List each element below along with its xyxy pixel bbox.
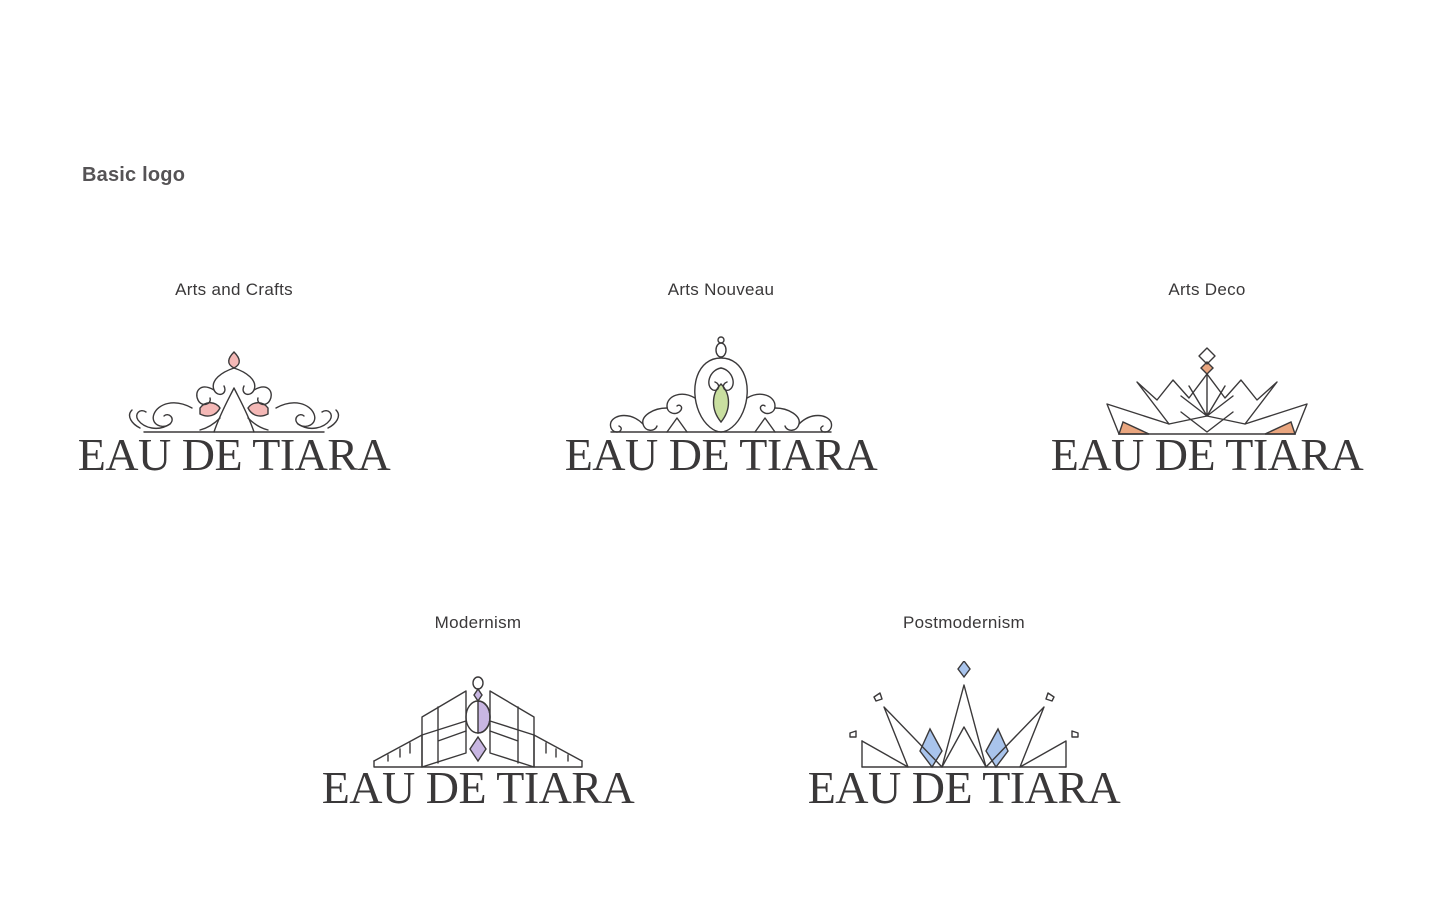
logo-wordmark: EAU DE TIARA bbox=[321, 762, 635, 813]
logo-label: Arts Deco bbox=[1168, 280, 1246, 299]
accent-petal bbox=[228, 351, 240, 369]
spike-crown-icon bbox=[849, 661, 1079, 769]
accent-diamond-upper bbox=[473, 687, 483, 703]
accent-diamond-left bbox=[919, 727, 943, 769]
logo-wordmark: EAU DE TIARA bbox=[77, 429, 391, 480]
logo-label: Modernism bbox=[434, 613, 522, 632]
accent-diamond-lower bbox=[469, 735, 487, 763]
accent-bud-left bbox=[199, 402, 221, 417]
accent-top-diamond bbox=[957, 661, 971, 679]
logo-wordmark: EAU DE TIARA bbox=[564, 429, 878, 480]
accent-diamond-right bbox=[985, 727, 1009, 769]
logo-label: Postmodernism bbox=[903, 613, 1025, 632]
section-title: Basic logo bbox=[82, 164, 186, 186]
logo-wordmark: EAU DE TIARA bbox=[807, 762, 1121, 813]
geometric-fan-crown-icon bbox=[1106, 347, 1308, 435]
accent-bud-right bbox=[247, 402, 269, 417]
logo-wordmark: EAU DE TIARA bbox=[1050, 429, 1364, 480]
accent-leaf bbox=[712, 383, 730, 424]
accent-oval bbox=[477, 700, 491, 734]
logo-label: Arts and Crafts bbox=[175, 280, 293, 299]
architectural-tiara-icon bbox=[373, 676, 583, 768]
logo-label: Arts Nouveau bbox=[667, 280, 775, 299]
swirl-tiara-icon bbox=[609, 336, 833, 433]
floral-scroll-tiara-icon bbox=[128, 351, 340, 433]
